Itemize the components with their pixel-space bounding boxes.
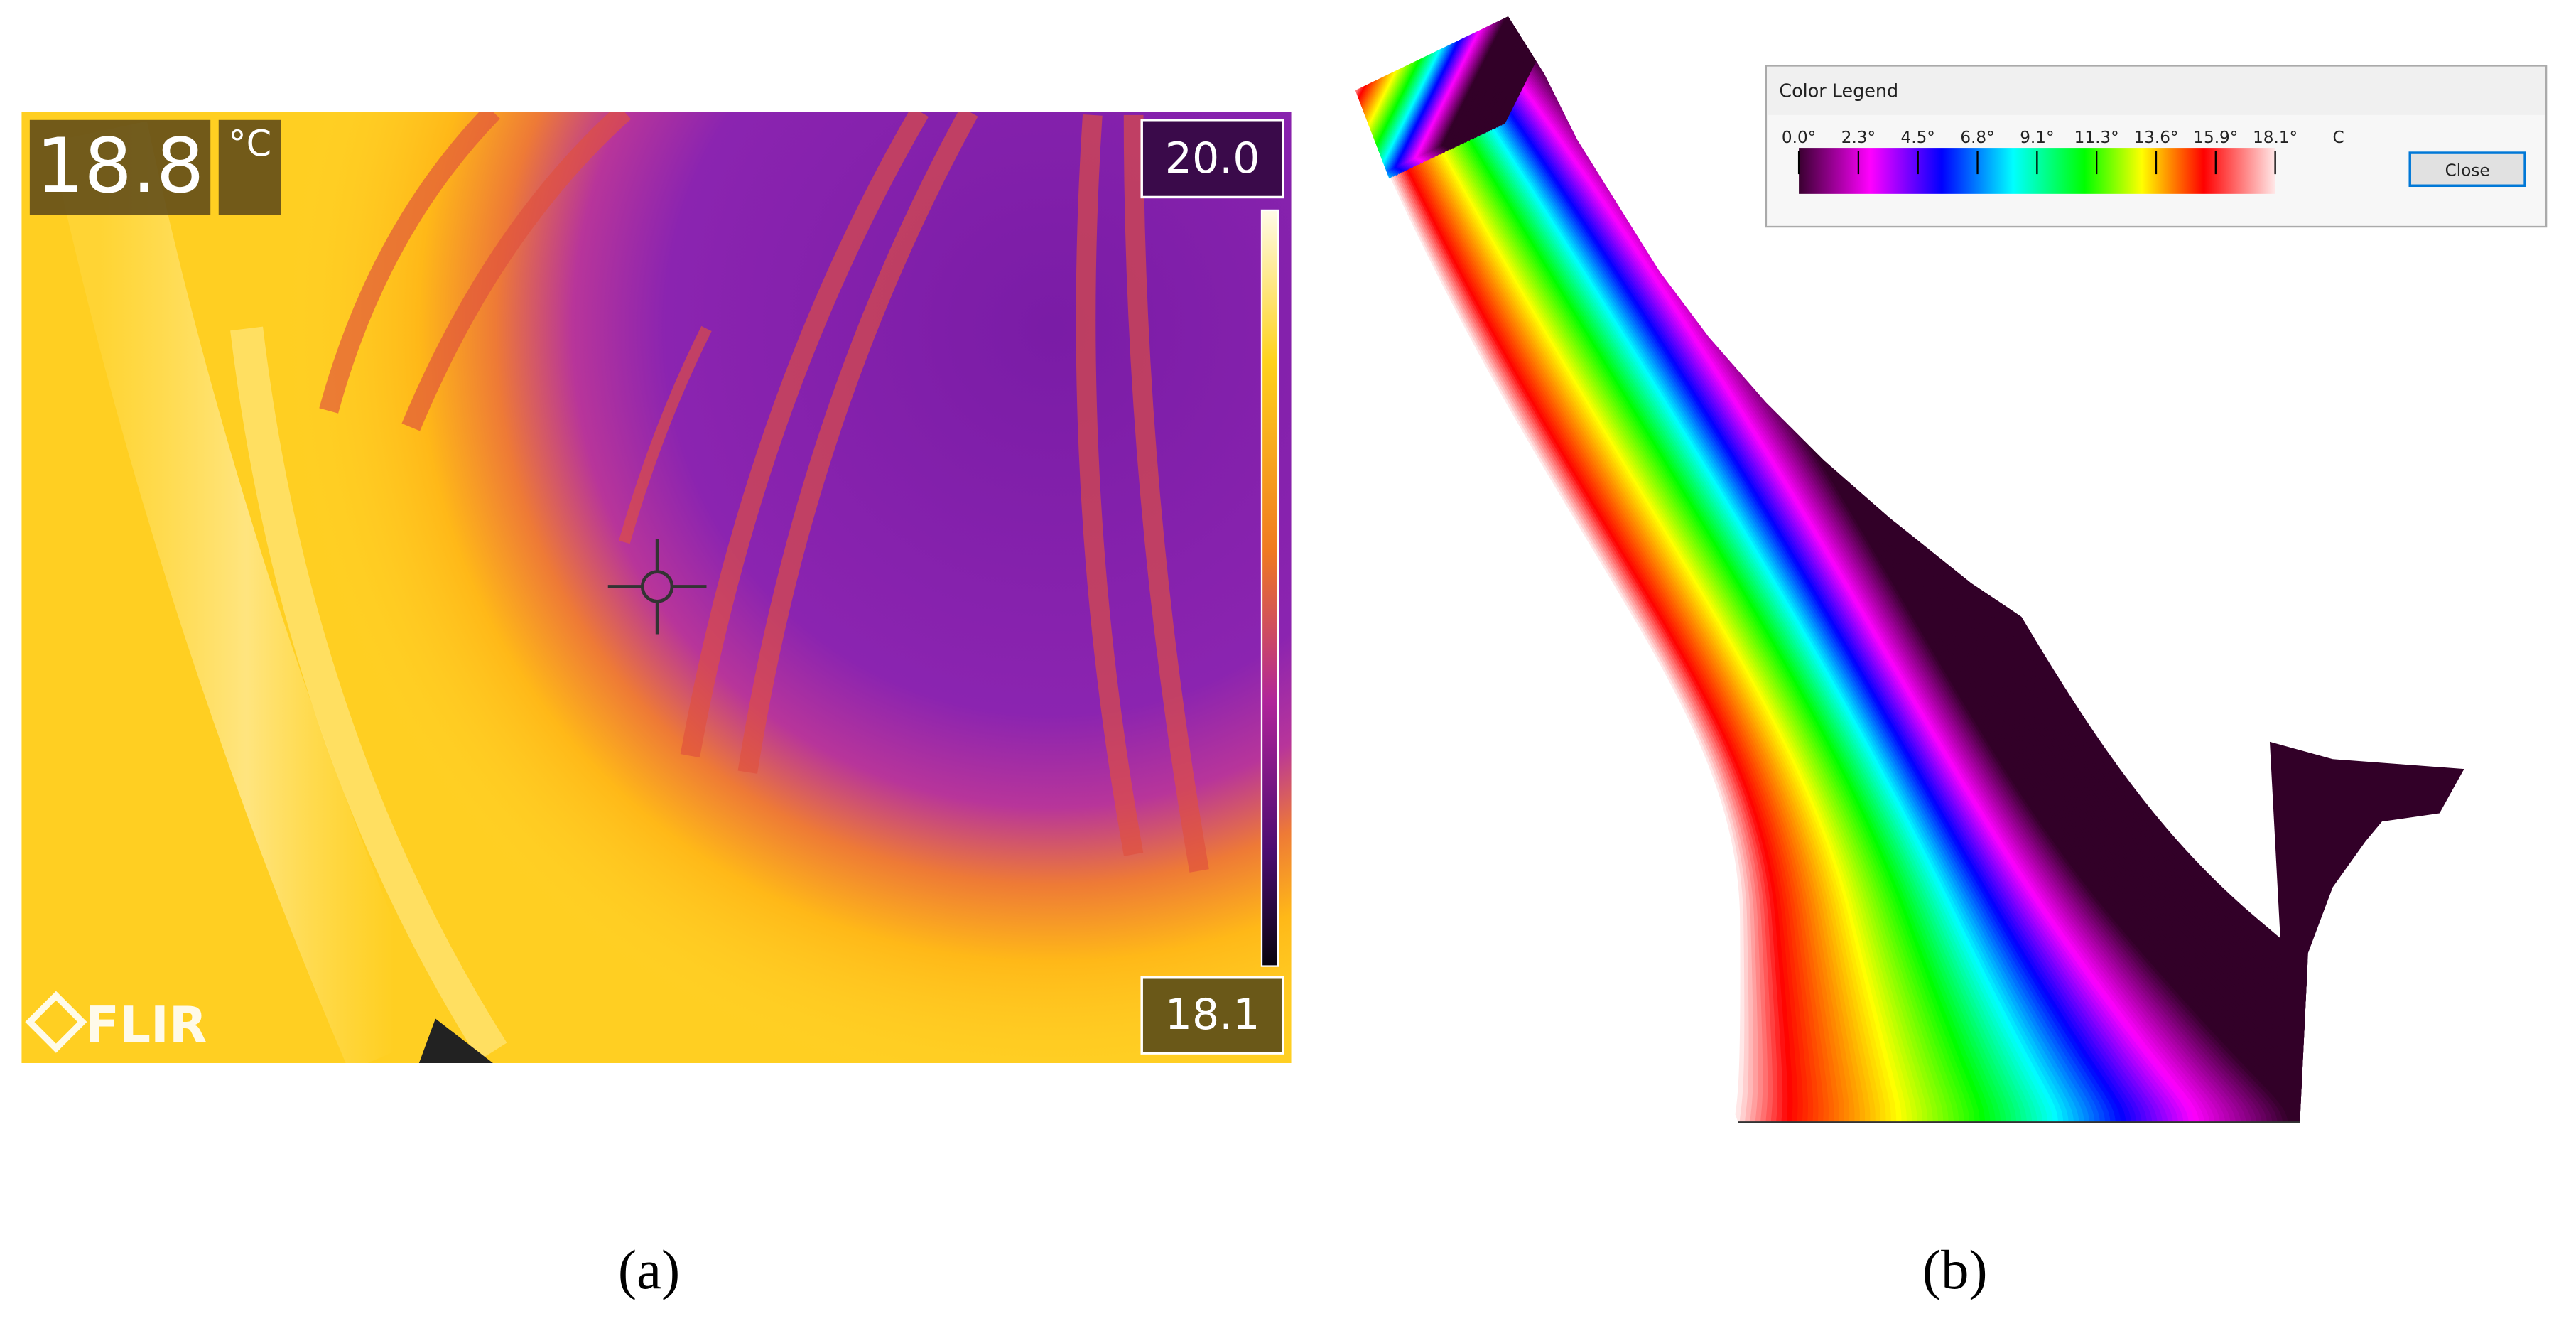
- color-scale-bar: [1260, 209, 1279, 967]
- close-label[interactable]: Close: [2445, 161, 2490, 180]
- caption-b: (b): [1922, 1239, 1988, 1301]
- legend-window: Color Legend 0.0° 2.3° 4.5° 6.8° 9.1° 11.3° 13…: [1765, 65, 2548, 228]
- scale-min: 18.1: [1165, 990, 1260, 1040]
- legend-tick-label: 18.1°: [2253, 129, 2298, 147]
- legend-title: Color Legend: [1779, 80, 1898, 101]
- thermal-image: [21, 112, 1292, 1063]
- legend-tick-label: 0.0°: [1782, 129, 1816, 147]
- legend-tick-label: 13.6°: [2133, 129, 2178, 147]
- unit: °C: [228, 123, 271, 165]
- legend-tick-label: 6.8°: [1960, 129, 1994, 147]
- caption-a: (a): [618, 1239, 680, 1301]
- legend-tick-label: 11.3°: [2074, 129, 2119, 147]
- legend-unit: C: [2333, 129, 2344, 147]
- unit-box: [218, 119, 281, 215]
- legend-tick-label: 4.5°: [1901, 129, 1935, 147]
- logo: FLIR: [85, 997, 207, 1054]
- logo-mark: [25, 991, 87, 1053]
- readout-box: [29, 119, 211, 215]
- close-button[interactable]: [2408, 151, 2526, 188]
- legend-tick-label: 2.3°: [1841, 129, 1876, 147]
- scale-min-box: [1140, 976, 1284, 1055]
- legend-tick-label: 9.1°: [2020, 129, 2054, 147]
- readout: 18.8: [36, 122, 205, 210]
- contour-band: [2267, 690, 2464, 1123]
- crosshair: [607, 539, 707, 635]
- legend-tick-label: 15.9°: [2193, 129, 2238, 147]
- scale-max-box: [1140, 119, 1284, 199]
- scale-max: 20.0: [1165, 134, 1260, 183]
